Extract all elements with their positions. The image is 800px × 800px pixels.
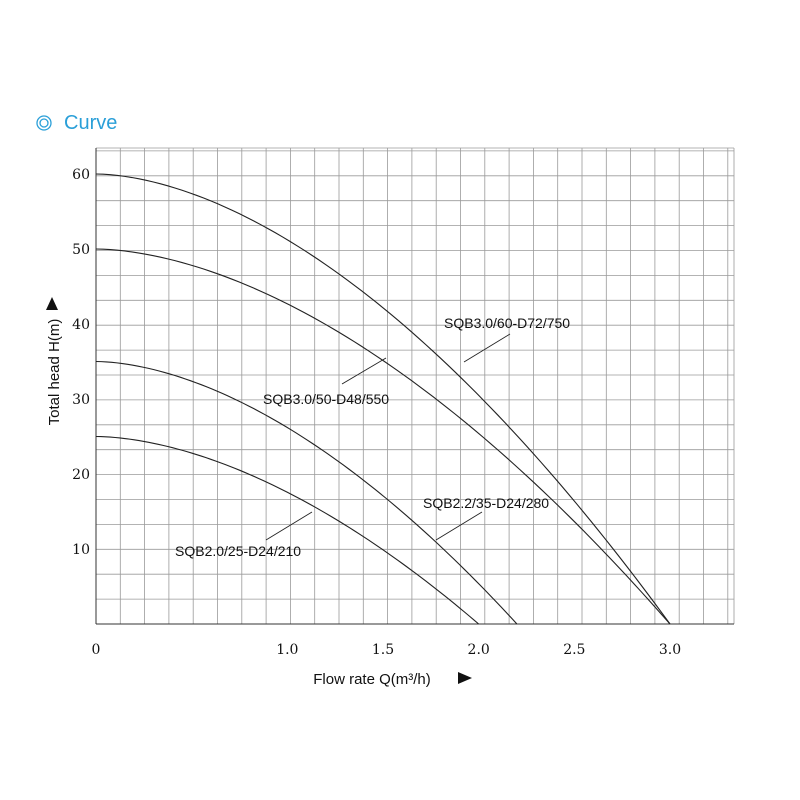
- series-line: [95, 248, 671, 625]
- chart-title: Curve: [64, 111, 118, 134]
- series-annotation-label: SQB2.0/25-D24/210: [175, 543, 301, 559]
- y-axis-title: Total head H(m): [46, 319, 63, 426]
- y-tick-label: 50: [72, 242, 90, 258]
- chart-header: Curve: [36, 108, 117, 138]
- x-tick-label: 0: [92, 642, 101, 658]
- x-axis-arrow-icon: [458, 672, 472, 684]
- y-tick-label: 40: [72, 317, 90, 333]
- annotation-leader-line: [265, 511, 313, 541]
- series-annotation-label: SQB3.0/50-D48/550: [263, 391, 389, 407]
- y-tick-label: 30: [72, 392, 90, 408]
- y-axis-arrow-icon: [46, 297, 58, 310]
- annotation-leader-line: [341, 357, 387, 385]
- y-tick-label: 10: [72, 542, 90, 558]
- series-line: [95, 435, 480, 625]
- series-line: [95, 173, 671, 625]
- x-axis-title: Flow rate Q(m³/h): [313, 671, 431, 688]
- series-line: [95, 360, 518, 625]
- series-annotation-label: SQB3.0/60-D72/750: [444, 315, 570, 331]
- series-annotation-label: SQB2.2/35-D24/280: [423, 495, 549, 511]
- y-tick-label: 60: [72, 167, 90, 183]
- x-tick-label: 2.5: [563, 642, 585, 658]
- y-tick-label: 20: [72, 467, 90, 483]
- x-tick-label: 1.0: [276, 642, 298, 658]
- annotation-leader-line: [435, 511, 483, 541]
- x-tick-label: 1.5: [372, 642, 394, 658]
- double-circle-icon: [36, 115, 52, 131]
- x-tick-label: 3.0: [659, 642, 681, 658]
- x-tick-label: 2.0: [468, 642, 490, 658]
- annotation-leader-line: [463, 333, 511, 363]
